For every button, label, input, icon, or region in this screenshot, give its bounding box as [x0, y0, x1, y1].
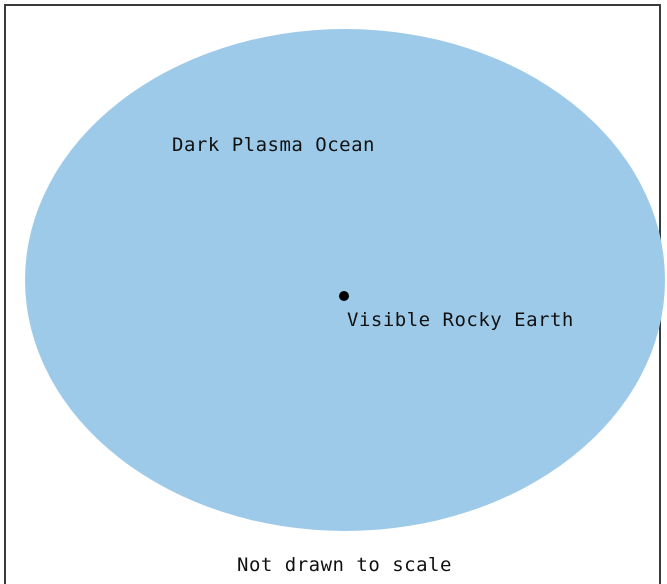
- earth-dot: [339, 291, 349, 301]
- plasma-ocean-ellipse: [25, 29, 665, 531]
- ocean-label: Dark Plasma Ocean: [172, 134, 375, 156]
- scale-note: Not drawn to scale: [237, 554, 452, 576]
- earth-label: Visible Rocky Earth: [347, 309, 574, 331]
